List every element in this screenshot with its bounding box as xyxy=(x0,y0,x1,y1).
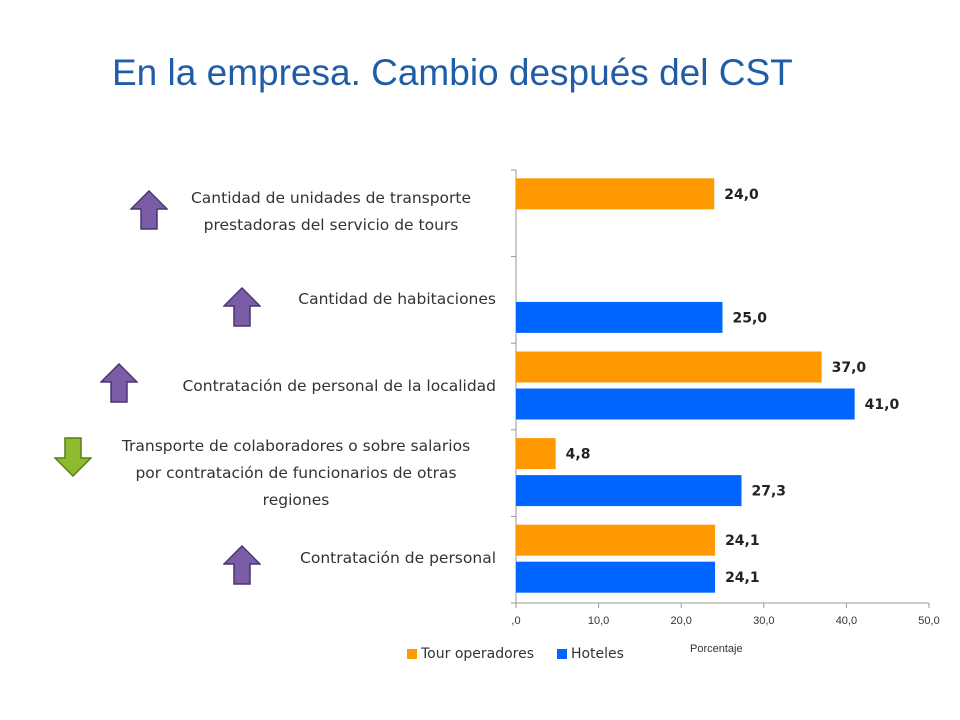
arrow-up-icon xyxy=(130,190,168,230)
arrow-up-icon xyxy=(223,545,261,585)
x-tick-label: 40,0 xyxy=(836,615,857,627)
bar-tour xyxy=(516,351,822,383)
arrow-up-icon xyxy=(100,363,138,403)
category-label: Cantidad de unidades de transporte presta… xyxy=(166,185,496,239)
category-label-line: por contratación de funcionarios de otra… xyxy=(135,464,457,482)
bar-tour xyxy=(516,524,716,556)
bar-hoteles xyxy=(516,475,742,507)
bar-hoteles xyxy=(516,561,716,593)
page-title: En la empresa. Cambio después del CST xyxy=(112,52,793,93)
legend: Tour operadores Hoteles xyxy=(407,646,624,662)
arrow-down-icon xyxy=(54,437,92,477)
legend-label-tour: Tour operadores xyxy=(421,646,535,662)
category-label: Contratación de personal de la localidad xyxy=(136,373,496,400)
data-label: 37,0 xyxy=(832,360,867,376)
category-label: Contratación de personal xyxy=(256,545,496,572)
bar-hoteles xyxy=(516,388,855,420)
data-label: 24,1 xyxy=(725,570,760,586)
legend-label-hoteles: Hoteles xyxy=(570,646,624,662)
legend-swatch-tour xyxy=(407,649,417,659)
category-label-line: Cantidad de habitaciones xyxy=(298,290,496,308)
x-tick-label: ,0 xyxy=(511,615,520,627)
category-label: Cantidad de habitaciones xyxy=(236,286,496,313)
x-tick-label: 20,0 xyxy=(670,615,691,627)
category-label-line: Contratación de personal de la localidad xyxy=(182,377,496,395)
category-label: Transporte de colaboradores o sobre sala… xyxy=(96,433,496,514)
category-label-line: Contratación de personal xyxy=(300,549,496,567)
category-label-line: Cantidad de unidades de transporte xyxy=(190,189,472,207)
data-label: 27,3 xyxy=(751,484,786,500)
category-label-line: Transporte de colaboradores o sobre sala… xyxy=(121,437,471,455)
category-label-line: regiones xyxy=(262,491,330,509)
bar-hoteles xyxy=(516,301,723,333)
legend-swatch-hoteles xyxy=(556,649,567,659)
data-label: 4,8 xyxy=(566,447,591,463)
data-label: 25,0 xyxy=(733,310,768,326)
bar-tour xyxy=(516,178,715,210)
arrow-up-icon xyxy=(223,287,261,327)
category-label-line: prestadoras del servicio de tours xyxy=(203,216,459,234)
x-tick-label: 50,0 xyxy=(918,615,939,627)
x-tick-label: 30,0 xyxy=(753,615,774,627)
bar-tour xyxy=(516,438,556,470)
data-label: 24,0 xyxy=(724,187,759,203)
data-label: 41,0 xyxy=(865,397,900,413)
x-tick-label: 10,0 xyxy=(588,615,609,627)
x-axis-label: Porcentaje xyxy=(690,643,743,655)
data-label: 24,1 xyxy=(725,533,760,549)
